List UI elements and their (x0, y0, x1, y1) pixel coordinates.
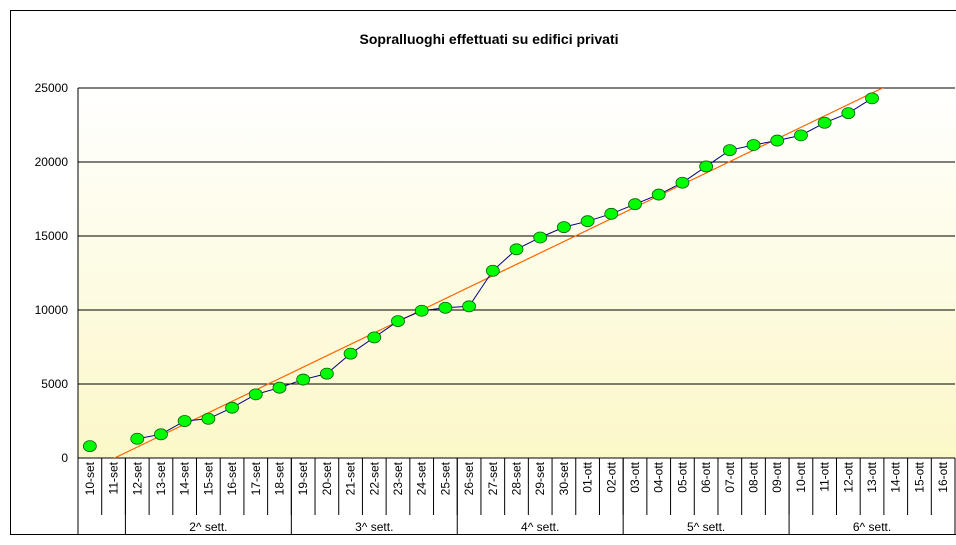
x-tick-label: 12-ott (841, 461, 855, 492)
data-point (296, 373, 311, 386)
x-tick-label: 03-ott (628, 461, 642, 492)
data-point (651, 188, 666, 201)
x-tick-label: 26-set (462, 461, 476, 495)
x-tick-label: 16-set (225, 461, 239, 495)
x-tick-label: 29-set (533, 461, 547, 495)
x-tick-label: 14-set (178, 461, 192, 495)
y-tick-label: 20000 (35, 155, 69, 169)
x-tick-label: 12-set (130, 461, 144, 495)
x-tick-label: 21-set (344, 461, 358, 495)
data-point (722, 144, 737, 157)
y-tick-label: 0 (61, 451, 68, 465)
group-label: 2^ sett. (189, 520, 227, 534)
x-tick-label: 11-set (107, 461, 121, 494)
data-point (485, 264, 500, 277)
x-tick-label: 11-ott (818, 461, 832, 491)
data-point (841, 107, 856, 120)
data-point (557, 221, 571, 234)
data-point (699, 160, 714, 173)
data-point (414, 304, 429, 317)
group-label: 5^ sett. (687, 520, 725, 534)
x-tick-label: 28-set (510, 461, 524, 495)
y-tick-label: 15000 (35, 229, 69, 243)
trendline-group (113, 88, 884, 458)
data-point (319, 367, 334, 380)
data-point (343, 347, 358, 360)
x-tick-label: 25-set (438, 461, 452, 495)
data-point (248, 388, 263, 401)
data-point (272, 381, 287, 394)
chart-title: Sopralluoghi effettuati su edifici priva… (359, 31, 618, 47)
data-point (438, 301, 453, 314)
data-point (154, 428, 168, 441)
x-tick-label: 10-set (83, 461, 97, 495)
data-point (391, 315, 405, 328)
x-tick-label: 08-ott (747, 461, 761, 492)
data-point (770, 134, 785, 147)
x-tick-label: 19-set (296, 461, 310, 495)
x-tick-label: 07-ott (723, 461, 737, 492)
group-label: 4^ sett. (521, 520, 559, 534)
trendline (113, 88, 884, 458)
data-point (604, 207, 619, 220)
data-point (130, 432, 145, 445)
data-point (225, 401, 239, 414)
data-point (628, 198, 642, 211)
plot-area (78, 88, 956, 458)
x-tick-label: 14-ott (889, 461, 903, 492)
x-tick-label: 05-ott (675, 461, 689, 492)
group-label: 6^ sett. (853, 520, 891, 534)
x-tick-label: 13-set (154, 461, 168, 495)
data-point (817, 116, 832, 129)
x-tick-label: 17-set (249, 461, 263, 495)
data-point (367, 331, 382, 344)
group-label: 3^ sett. (355, 520, 393, 534)
x-tick-label: 22-set (367, 461, 381, 495)
data-point (201, 412, 216, 425)
data-point (794, 129, 808, 142)
y-tick-label: 25000 (35, 81, 69, 95)
data-point (533, 231, 548, 244)
x-tick-label: 13-ott (865, 461, 879, 492)
data-point (580, 215, 595, 228)
y-tick-label: 5000 (41, 377, 68, 391)
x-tick-label: 27-set (486, 461, 500, 495)
x-tick-label: 24-set (415, 461, 429, 495)
x-tick-label: 30-set (557, 461, 571, 495)
x-tick-label: 04-ott (652, 461, 666, 492)
x-tick-label: 23-set (391, 461, 405, 495)
x-tick-label: 06-ott (699, 461, 713, 492)
data-point (509, 243, 524, 256)
x-tick-label: 01-ott (581, 461, 595, 492)
x-tick-label: 02-ott (604, 461, 618, 492)
x-tick-label: 10-ott (794, 461, 808, 492)
data-point (177, 415, 192, 427)
x-tick-label: 20-set (320, 461, 334, 495)
data-point (462, 300, 476, 313)
y-tick-label: 10000 (35, 303, 69, 317)
x-tick-label: 15-set (201, 461, 215, 495)
x-tick-label: 15-ott (912, 461, 926, 492)
data-point (675, 176, 690, 189)
data-point (865, 92, 879, 105)
x-tick-label: 09-ott (770, 461, 784, 492)
data-point (746, 139, 761, 151)
x-tick-label: 18-set (272, 461, 286, 495)
data-point (82, 440, 97, 453)
x-tick-label: 16-ott (936, 461, 950, 492)
